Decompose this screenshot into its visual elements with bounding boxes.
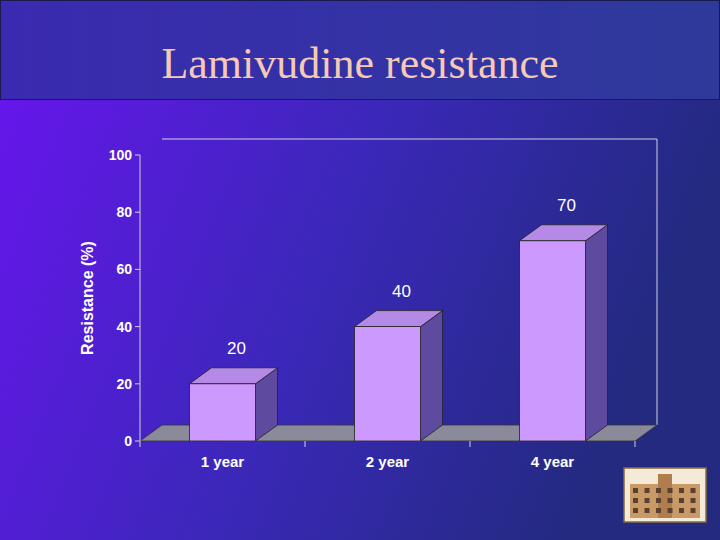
x-tick-label: 2 year <box>366 453 410 470</box>
bar-front <box>355 327 421 441</box>
bar <box>190 368 278 441</box>
logo-window <box>691 488 696 493</box>
logo-window <box>645 488 650 493</box>
logo-window <box>668 488 673 493</box>
logo-window <box>679 508 684 513</box>
x-tick <box>635 441 636 447</box>
logo-window <box>656 508 661 513</box>
bar-front <box>190 384 256 441</box>
logo-window <box>645 508 650 513</box>
logo-window <box>656 488 661 493</box>
slide: Lamivudine resistance 0 20 40 60 80 100 Resista… <box>0 0 720 540</box>
x-tick <box>140 441 141 447</box>
logo-window <box>668 498 673 503</box>
logo-window <box>633 498 638 503</box>
logo <box>624 468 706 522</box>
data-label: 20 <box>227 339 246 358</box>
y-tick <box>135 326 140 327</box>
logo-frame <box>624 468 706 522</box>
y-axis-title: Resistance (%) <box>79 241 96 355</box>
data-label: 40 <box>392 282 411 301</box>
y-tick <box>135 383 140 384</box>
logo-window <box>679 498 684 503</box>
y-tick-label: 80 <box>116 204 132 220</box>
y-tick <box>135 269 140 270</box>
frame-right <box>657 139 658 425</box>
y-tick-label: 60 <box>116 261 132 277</box>
logo-window <box>668 508 673 513</box>
logo-window <box>633 488 638 493</box>
x-tick <box>470 441 471 447</box>
bar <box>355 311 443 441</box>
x-tick <box>305 441 306 447</box>
bar <box>520 225 608 441</box>
y-tick <box>135 155 140 156</box>
y-tick <box>135 212 140 213</box>
y-axis <box>140 155 141 441</box>
logo-window <box>656 498 661 503</box>
y-tick-label: 0 <box>124 433 132 449</box>
frame-top <box>162 139 657 140</box>
logo-window <box>679 488 684 493</box>
y-tick-label: 20 <box>116 376 132 392</box>
x-tick-label: 1 year <box>201 453 245 470</box>
x-tick-label: 4 year <box>531 453 575 470</box>
logo-window <box>645 498 650 503</box>
logo-window <box>691 508 696 513</box>
bar-top <box>355 311 443 327</box>
bar-front <box>520 241 586 441</box>
y-tick-label: 100 <box>109 147 133 163</box>
bar-top <box>190 368 278 384</box>
bar-side <box>421 311 443 441</box>
y-tick <box>135 441 140 442</box>
y-tick-label: 40 <box>116 319 132 335</box>
bars <box>190 225 608 441</box>
bar-top <box>520 225 608 241</box>
title: Lamivudine resistance <box>161 39 558 88</box>
logo-window <box>633 508 638 513</box>
data-label: 70 <box>557 196 576 215</box>
title-band <box>1 1 720 100</box>
bar-side <box>586 225 608 441</box>
background <box>0 0 720 540</box>
logo-window <box>691 498 696 503</box>
